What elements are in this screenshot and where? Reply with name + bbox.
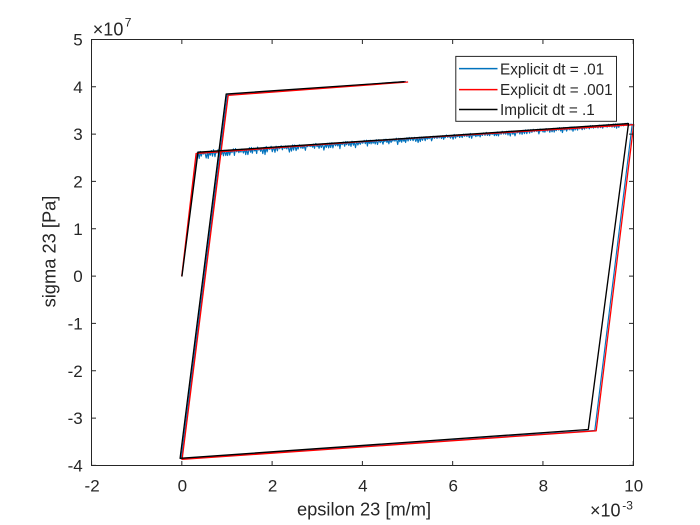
- svg-text:×10: ×10: [590, 501, 621, 521]
- svg-text:6: 6: [448, 477, 457, 496]
- svg-text:4: 4: [358, 477, 367, 496]
- svg-text:2: 2: [73, 173, 82, 192]
- svg-text:-2: -2: [68, 362, 83, 381]
- svg-text:×10: ×10: [93, 19, 124, 39]
- svg-text:epsilon 23 [m/m]: epsilon 23 [m/m]: [297, 499, 431, 520]
- svg-text:Explicit dt = .01: Explicit dt = .01: [500, 61, 604, 78]
- svg-text:-2: -2: [85, 477, 100, 496]
- svg-text:Implicit dt = .1: Implicit dt = .1: [500, 102, 595, 119]
- svg-text:-3: -3: [622, 499, 633, 513]
- svg-text:-3: -3: [68, 409, 83, 428]
- svg-text:0: 0: [73, 267, 82, 286]
- svg-text:0: 0: [178, 477, 187, 496]
- svg-text:3: 3: [73, 125, 82, 144]
- svg-text:10: 10: [624, 477, 643, 496]
- svg-text:2: 2: [268, 477, 277, 496]
- svg-text:1: 1: [73, 220, 82, 239]
- svg-text:-1: -1: [68, 315, 83, 334]
- svg-text:-4: -4: [68, 457, 83, 476]
- svg-text:sigma 23 [Pa]: sigma 23 [Pa]: [39, 196, 60, 308]
- svg-text:4: 4: [73, 78, 82, 97]
- svg-text:8: 8: [539, 477, 548, 496]
- svg-text:Explicit dt = .001: Explicit dt = .001: [500, 82, 613, 99]
- svg-text:7: 7: [125, 16, 132, 30]
- svg-text:5: 5: [73, 31, 82, 50]
